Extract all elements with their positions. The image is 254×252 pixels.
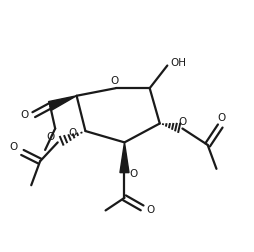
Text: O: O bbox=[217, 113, 226, 123]
Text: O: O bbox=[20, 110, 28, 120]
Text: O: O bbox=[69, 128, 77, 138]
Text: OH: OH bbox=[171, 58, 187, 68]
Text: O: O bbox=[46, 132, 54, 142]
Text: O: O bbox=[178, 117, 187, 127]
Polygon shape bbox=[49, 96, 77, 110]
Text: O: O bbox=[9, 142, 18, 152]
Polygon shape bbox=[120, 142, 129, 173]
Text: O: O bbox=[110, 76, 119, 86]
Text: O: O bbox=[129, 169, 137, 179]
Text: O: O bbox=[147, 205, 155, 215]
